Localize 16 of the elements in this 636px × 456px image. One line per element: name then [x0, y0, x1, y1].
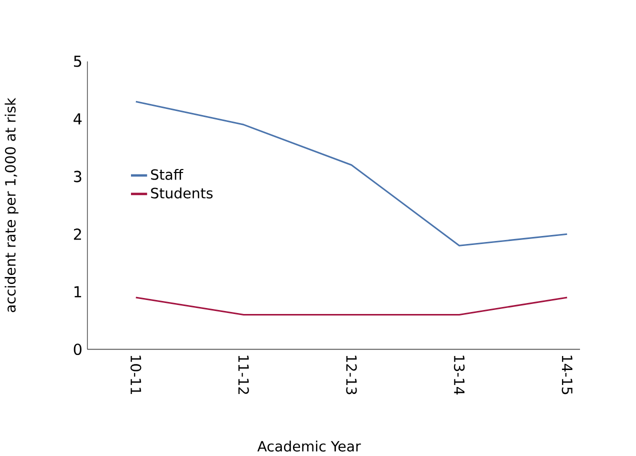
- y-tick-label: 5: [74, 56, 82, 67]
- x-tick-label: 14-15: [562, 356, 572, 394]
- x-tick-label: 11-12: [238, 356, 249, 394]
- x-axis-title: Academic Year: [257, 440, 361, 452]
- y-tick-label: 2: [74, 228, 81, 240]
- y-tick-label: 1: [74, 286, 82, 298]
- y-tick-label: 0: [74, 343, 82, 355]
- line-series: [135, 100, 568, 246]
- x-tick-label: 10-11: [130, 356, 142, 394]
- y-tick-label: 3: [74, 170, 82, 182]
- y-tick-label: 4: [74, 113, 82, 124]
- y-axis-title: accident rate per 1,000 at risk: [4, 98, 18, 312]
- legend-label: Students: [151, 187, 213, 198]
- x-tick-label: 13-14: [454, 356, 465, 394]
- legend-label: Staff: [151, 168, 184, 180]
- x-tick-label: 12-13: [346, 356, 357, 394]
